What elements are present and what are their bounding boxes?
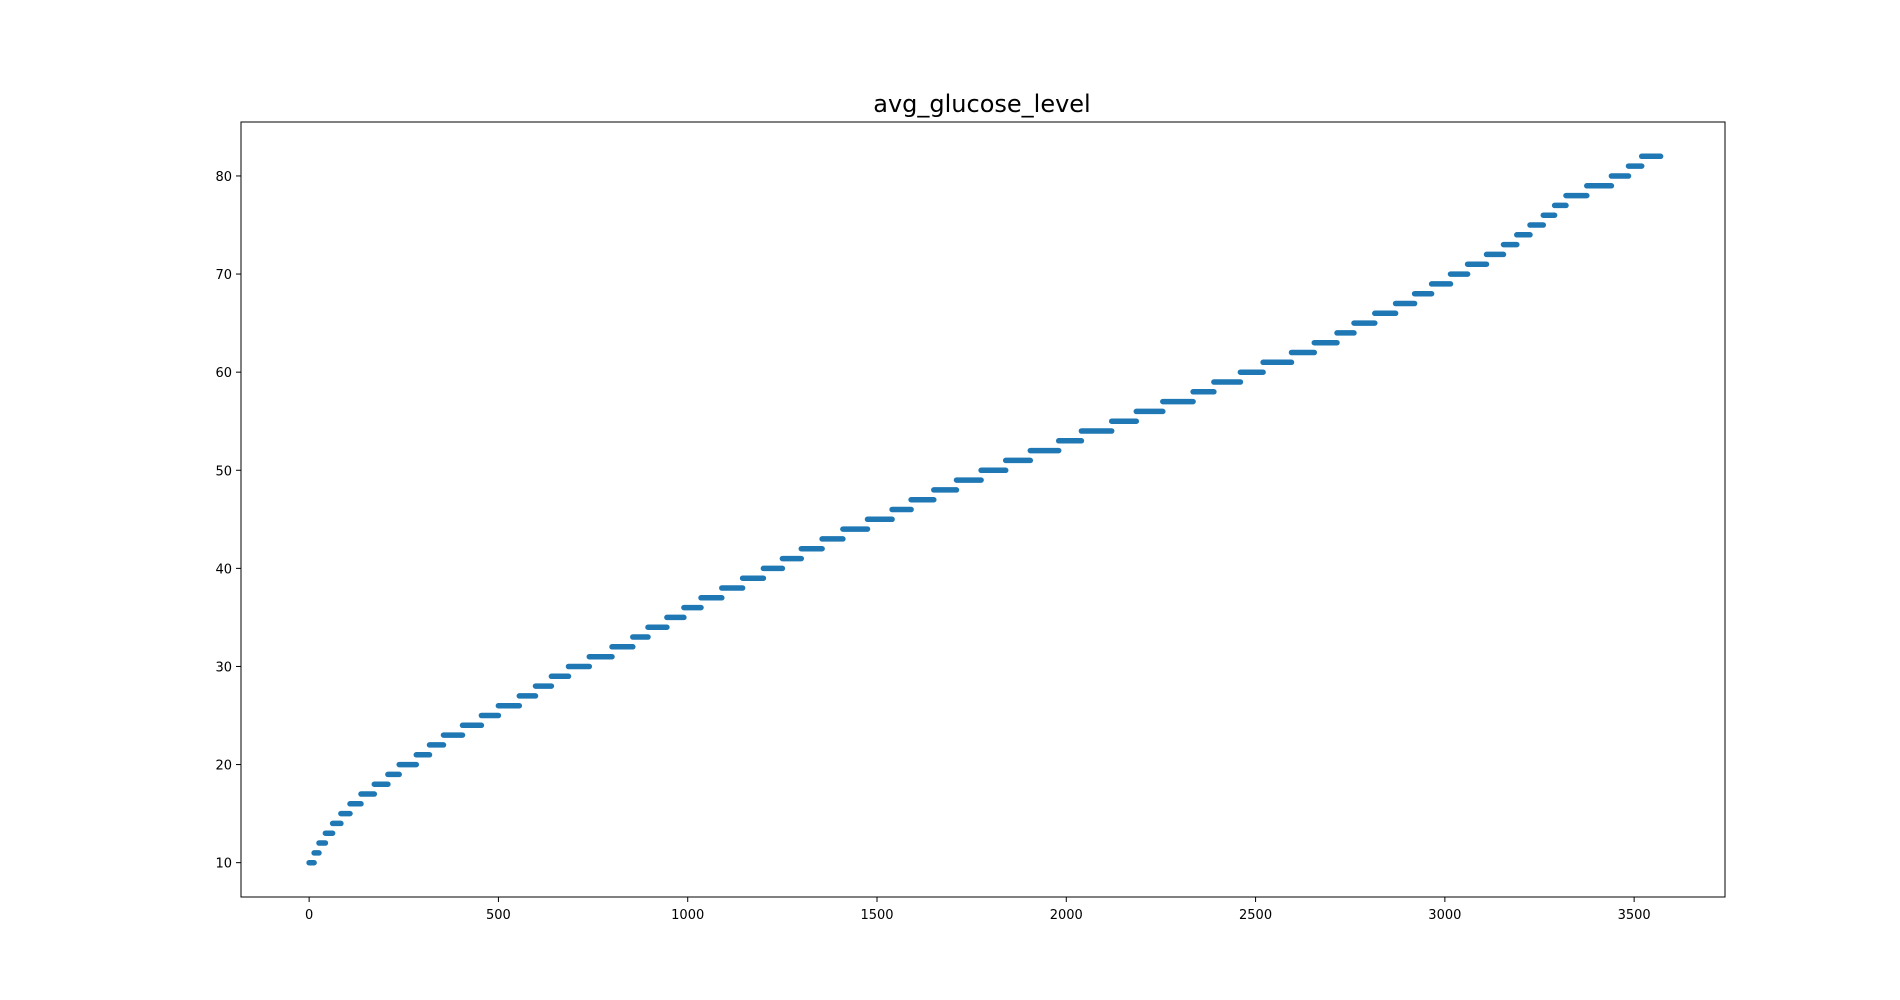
y-tick-label: 30 (215, 660, 232, 675)
x-tick-label: 1500 (860, 908, 893, 923)
x-tick-label: 3000 (1428, 908, 1461, 923)
data-points (306, 153, 1664, 866)
plot-frame (240, 121, 1726, 898)
y-axis: 10 20 30 40 50 60 70 80 (215, 170, 241, 872)
y-tick-label: 10 (215, 857, 232, 872)
x-tick-label: 2000 (1050, 908, 1083, 923)
y-tick-label: 40 (215, 562, 232, 577)
x-tick-label: 500 (486, 908, 511, 923)
x-tick-label: 3500 (1618, 908, 1651, 923)
y-tick-label: 60 (215, 366, 232, 381)
x-tick-label: 2500 (1239, 908, 1272, 923)
y-tick-label: 80 (215, 170, 232, 185)
y-tick-label: 70 (215, 268, 232, 283)
chart-title: avg_glucose_level (873, 90, 1090, 118)
y-tick-label: 20 (215, 759, 232, 774)
x-tick-label: 1000 (671, 908, 704, 923)
x-tick-label: 0 (305, 908, 313, 923)
x-axis: 0 500 1000 1500 2000 2500 3000 3500 (305, 897, 1651, 923)
y-tick-label: 50 (215, 464, 232, 479)
